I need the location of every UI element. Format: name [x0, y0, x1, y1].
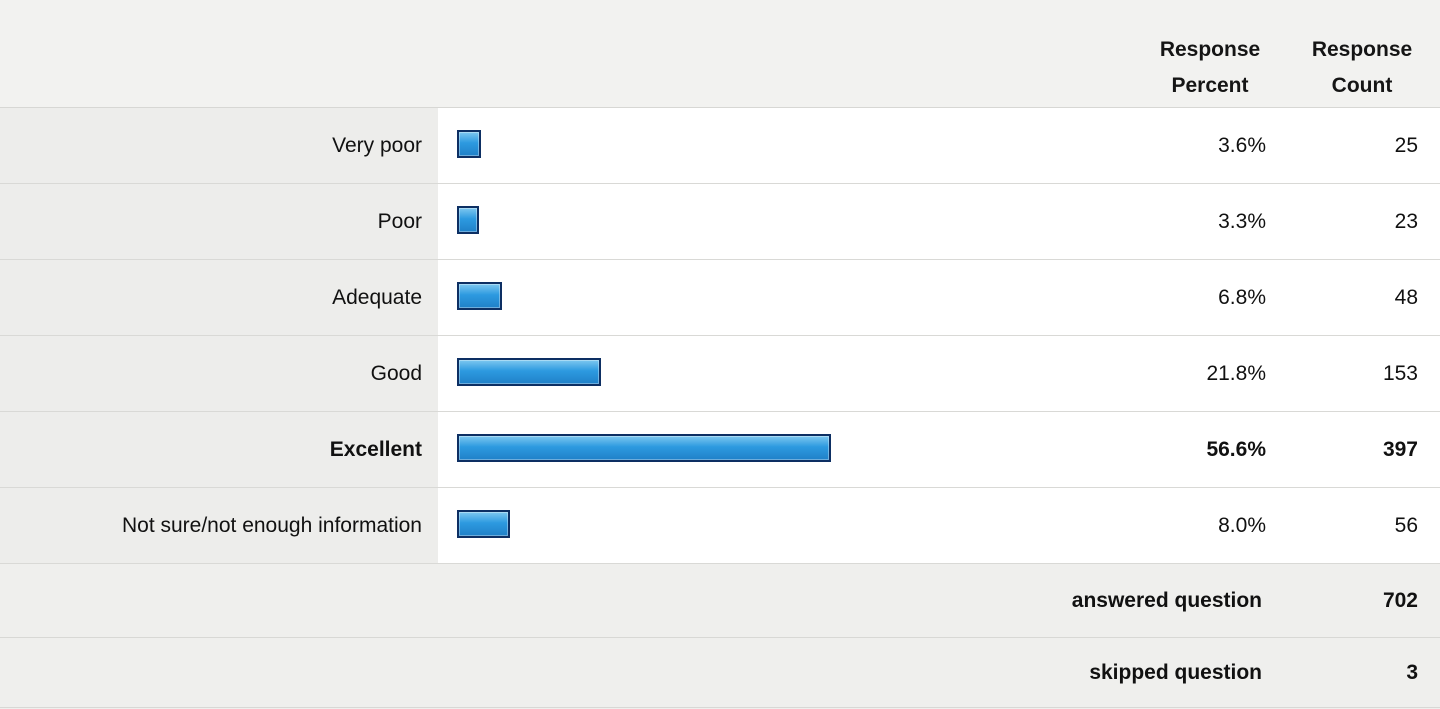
response-percent-value: 3.3% — [1218, 209, 1266, 233]
row-label-cell: Very poor — [0, 108, 438, 183]
response-bar — [457, 130, 481, 158]
skipped-question-value: 3 — [1406, 660, 1418, 684]
skipped-question-row: skipped question 3 — [0, 638, 1440, 708]
category-label: Very poor — [332, 133, 422, 157]
row-label-cell: Adequate — [0, 260, 438, 335]
response-bar — [457, 434, 831, 462]
table-header: Response Percent Response Count — [0, 0, 1440, 108]
row-label-cell: Excellent — [0, 412, 438, 487]
category-label: Good — [370, 361, 422, 385]
response-count-value: 23 — [1394, 209, 1418, 233]
table-row: Not sure/not enough information 8.0% 56 — [0, 488, 1440, 564]
response-percent-value: 21.8% — [1206, 361, 1266, 385]
category-label: Poor — [377, 209, 422, 233]
response-count-value: 48 — [1394, 285, 1418, 309]
table-row: Good 21.8% 153 — [0, 336, 1440, 412]
response-percent-value: 56.6% — [1206, 437, 1266, 461]
response-count-value: 56 — [1394, 513, 1418, 537]
row-label-cell: Good — [0, 336, 438, 411]
response-count-value: 25 — [1394, 133, 1418, 157]
response-percent-value: 8.0% — [1218, 513, 1266, 537]
table-row: Poor 3.3% 23 — [0, 184, 1440, 260]
response-count-header-line-1: Response — [1311, 38, 1413, 61]
response-percent-header: Response Percent — [1140, 32, 1280, 104]
table-row: Adequate 6.8% 48 — [0, 260, 1440, 336]
response-bar — [457, 358, 601, 386]
answered-question-value: 702 — [1382, 588, 1418, 612]
row-chart-cell — [438, 260, 1440, 335]
row-label-cell: Poor — [0, 184, 438, 259]
category-label: Excellent — [329, 437, 422, 461]
response-count-header-line-2: Count — [1331, 74, 1393, 97]
row-label-cell: Not sure/not enough information — [0, 488, 438, 563]
response-count-header: Response Count — [1292, 32, 1432, 104]
response-count-value: 397 — [1382, 437, 1418, 461]
row-chart-cell — [438, 108, 1440, 183]
row-chart-cell — [438, 488, 1440, 563]
skipped-question-label: skipped question — [1089, 660, 1262, 684]
response-percent-value: 3.6% — [1218, 133, 1266, 157]
row-chart-cell — [438, 336, 1440, 411]
response-bar — [457, 206, 479, 234]
table-row: Very poor 3.6% 25 — [0, 108, 1440, 184]
table-row: Excellent 56.6% 397 — [0, 412, 1440, 488]
response-bar — [457, 510, 510, 538]
response-count-value: 153 — [1382, 361, 1418, 385]
category-label: Adequate — [332, 285, 422, 309]
response-percent-header-line-1: Response — [1159, 38, 1261, 61]
row-chart-cell — [438, 184, 1440, 259]
category-label: Not sure/not enough information — [121, 513, 422, 537]
response-bar — [457, 282, 502, 310]
answered-question-row: answered question 702 — [0, 564, 1440, 638]
response-percent-value: 6.8% — [1218, 285, 1266, 309]
answered-question-label: answered question — [1071, 588, 1262, 612]
response-percent-header-line-2: Percent — [1171, 74, 1249, 97]
